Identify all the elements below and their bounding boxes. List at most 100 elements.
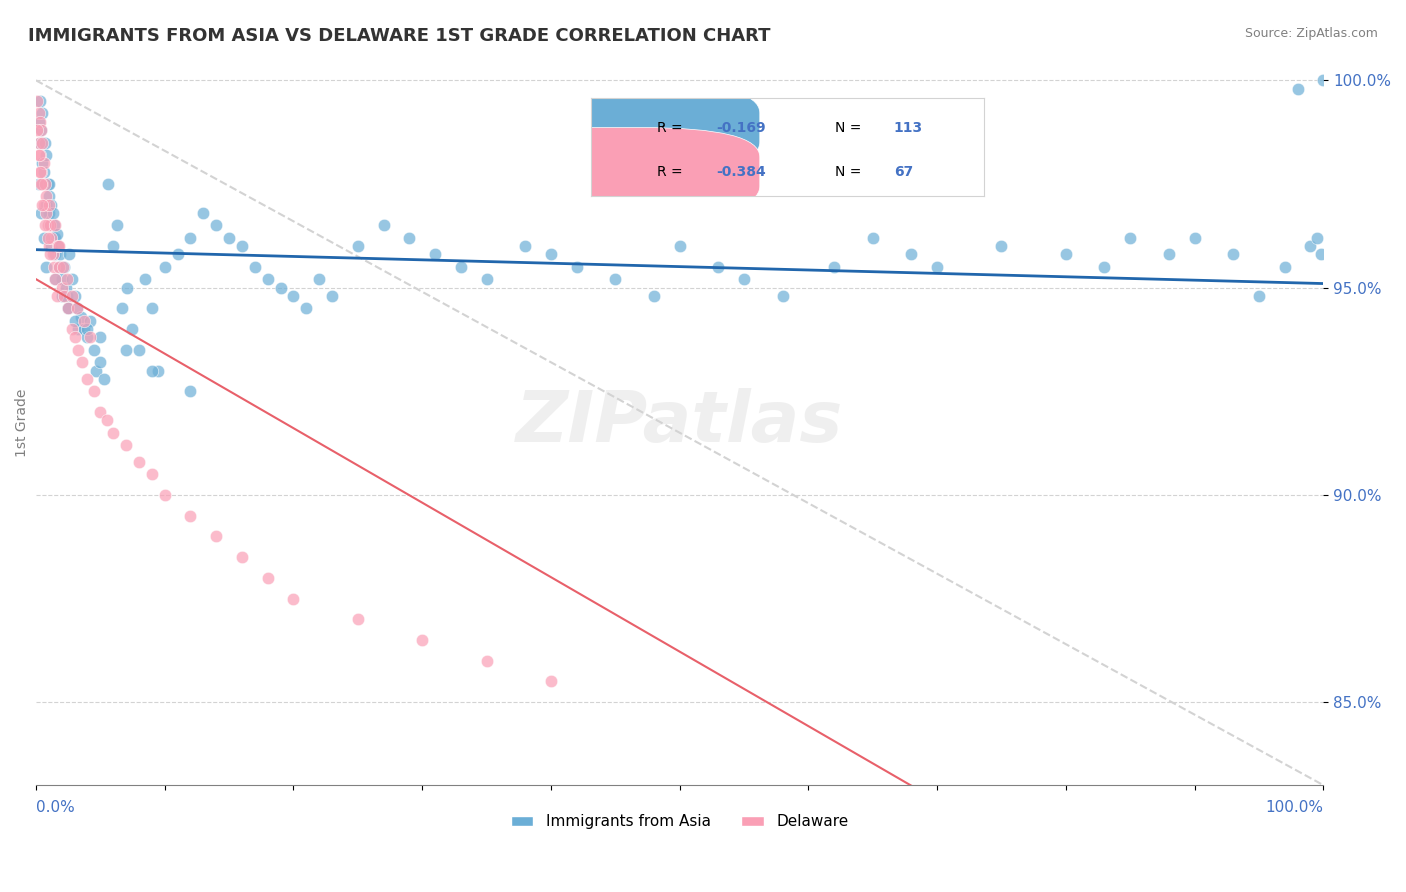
Point — [63, 330, 86, 344]
Point — [63, 314, 86, 328]
Point — [76, 372, 98, 386]
Point — [46, 239, 69, 253]
Point — [256, 571, 278, 585]
Text: 67: 67 — [894, 165, 912, 178]
Point — [733, 272, 755, 286]
Point — [51, 280, 73, 294]
Point — [53, 289, 76, 303]
Point — [308, 272, 330, 286]
Point — [475, 272, 498, 286]
Point — [134, 272, 156, 286]
Point — [1054, 247, 1077, 261]
Point — [46, 239, 69, 253]
Point — [31, 106, 53, 120]
Point — [540, 674, 562, 689]
Point — [67, 343, 90, 357]
Point — [823, 260, 845, 274]
Point — [41, 820, 63, 834]
Point — [205, 219, 228, 233]
Point — [38, 197, 60, 211]
Point — [1184, 231, 1206, 245]
Point — [72, 314, 94, 328]
Point — [283, 591, 305, 606]
Point — [66, 301, 89, 316]
Point — [231, 239, 253, 253]
Point — [153, 260, 176, 274]
Point — [450, 260, 472, 274]
Point — [30, 123, 52, 137]
Point — [373, 219, 395, 233]
Point — [111, 301, 134, 316]
Point — [45, 289, 67, 303]
Point — [72, 355, 94, 369]
Point — [44, 272, 66, 286]
Point — [38, 177, 60, 191]
Point — [53, 260, 76, 274]
Point — [115, 343, 138, 357]
Point — [256, 272, 278, 286]
Point — [32, 231, 55, 245]
Point — [44, 231, 66, 245]
Point — [48, 239, 70, 253]
Point — [218, 231, 240, 245]
Point — [70, 310, 93, 324]
Point — [990, 239, 1012, 253]
Point — [89, 355, 111, 369]
Point — [30, 177, 52, 191]
Legend: Immigrants from Asia, Delaware: Immigrants from Asia, Delaware — [505, 808, 855, 836]
Point — [97, 177, 120, 191]
Point — [141, 363, 163, 377]
Point — [56, 301, 79, 316]
Point — [925, 260, 948, 274]
Point — [121, 322, 143, 336]
Point — [31, 177, 53, 191]
Point — [128, 343, 150, 357]
Point — [56, 301, 79, 316]
Point — [35, 206, 58, 220]
Point — [707, 260, 730, 274]
Point — [38, 239, 60, 253]
Point — [34, 136, 56, 150]
Point — [1286, 81, 1309, 95]
Point — [38, 189, 60, 203]
Point — [44, 247, 66, 261]
Text: R =: R = — [658, 120, 688, 135]
Point — [1247, 289, 1270, 303]
Point — [540, 247, 562, 261]
Point — [41, 247, 63, 261]
Point — [1299, 239, 1322, 253]
Point — [63, 289, 86, 303]
Point — [34, 177, 56, 191]
Point — [32, 164, 55, 178]
Point — [79, 314, 101, 328]
Point — [35, 197, 58, 211]
Point — [103, 425, 125, 440]
Point — [28, 164, 51, 178]
Point — [30, 206, 52, 220]
Point — [30, 164, 52, 178]
Point — [643, 289, 665, 303]
Point — [32, 156, 55, 170]
Point — [1306, 231, 1329, 245]
Text: R =: R = — [658, 165, 688, 178]
Point — [115, 438, 138, 452]
Point — [39, 219, 62, 233]
Point — [27, 115, 49, 129]
Point — [1119, 231, 1142, 245]
Text: ZIPatlas: ZIPatlas — [516, 388, 844, 457]
Point — [411, 632, 433, 647]
Point — [37, 231, 59, 245]
Point — [35, 189, 58, 203]
Point — [49, 247, 72, 261]
Point — [1274, 260, 1296, 274]
Point — [900, 247, 922, 261]
Point — [27, 148, 49, 162]
Point — [398, 231, 420, 245]
Point — [89, 405, 111, 419]
Text: -0.384: -0.384 — [717, 165, 766, 178]
Point — [42, 219, 65, 233]
Text: 113: 113 — [894, 120, 922, 135]
Point — [295, 301, 318, 316]
Point — [66, 301, 89, 316]
Point — [321, 289, 343, 303]
